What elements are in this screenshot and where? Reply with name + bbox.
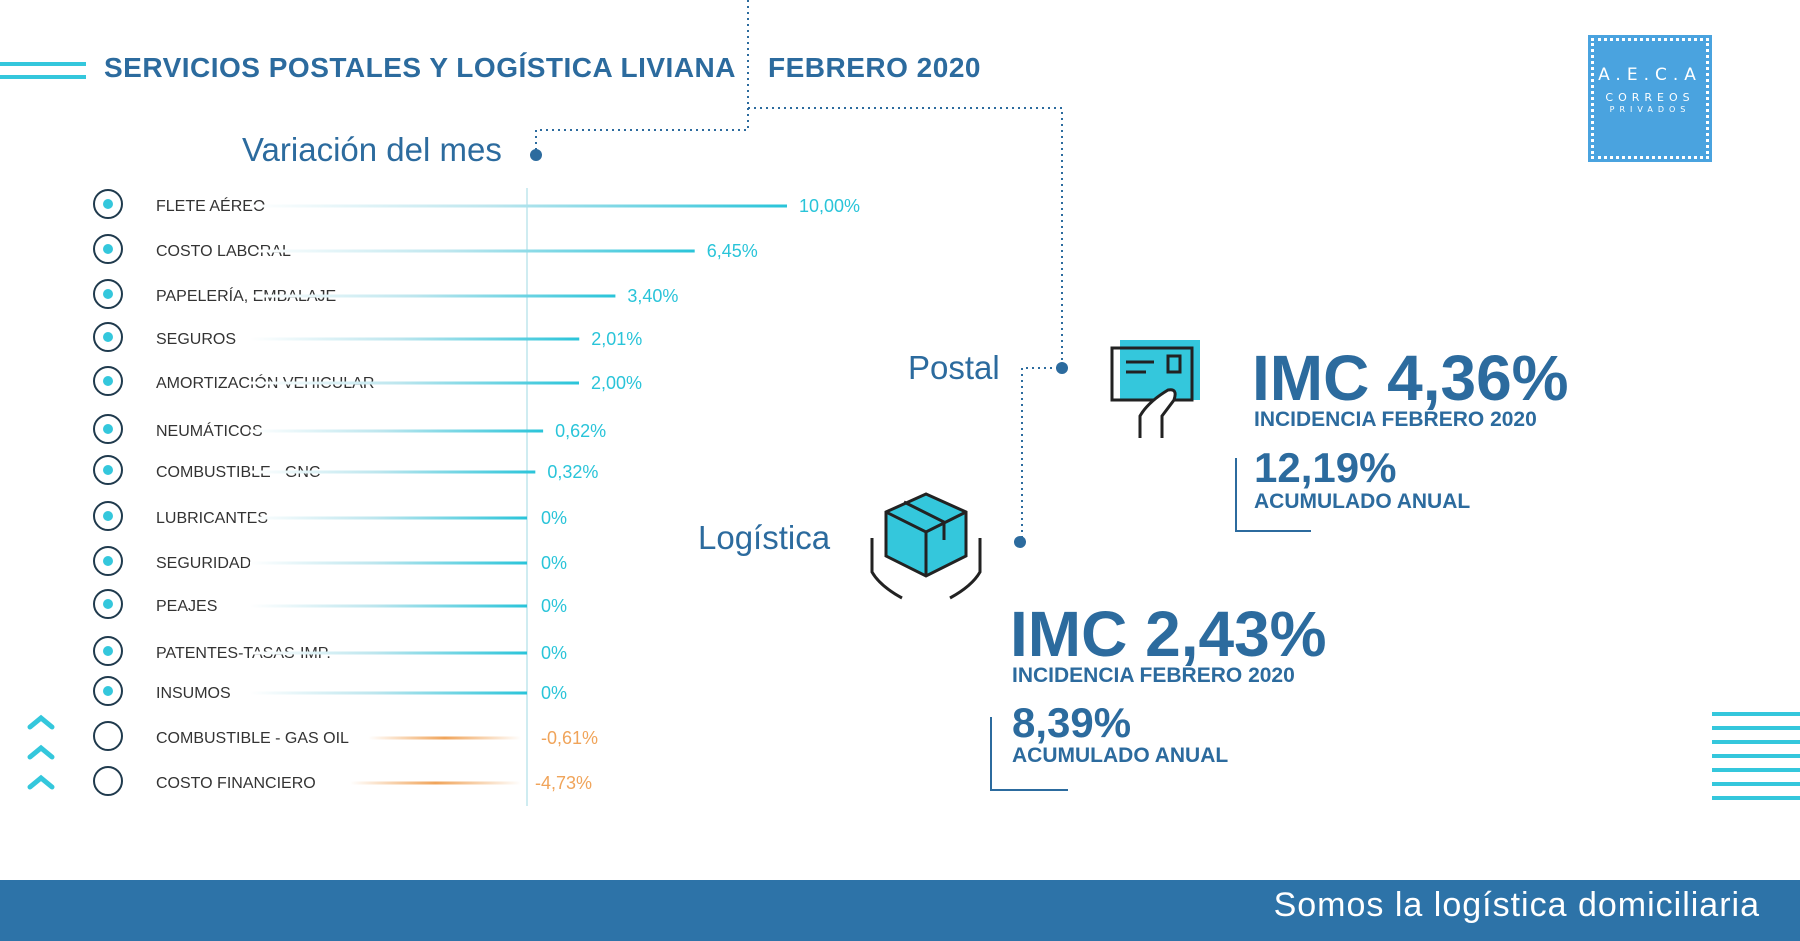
decorative-stripes-right: [1712, 712, 1800, 800]
category-label: SEGURIDAD: [156, 555, 251, 572]
postal-imc-value: IMC 4,36%: [1252, 342, 1569, 414]
tire-icon: [93, 414, 123, 444]
category-label: NEUMÁTICOS: [156, 421, 263, 440]
bar: [250, 604, 527, 608]
footer-bar: [0, 880, 1800, 941]
logistica-incidence-label: INCIDENCIA FEBRERO 2020: [1012, 664, 1295, 687]
category-label: LUBRICANTES: [156, 510, 268, 527]
bar: [250, 516, 527, 520]
category-label: PAPELERÍA, EMBALAJE: [156, 286, 336, 305]
logistica-annual-value: 8,39%: [1012, 699, 1132, 746]
category-label: SEGUROS: [156, 331, 236, 348]
page-period: FEBRERO 2020: [768, 52, 981, 83]
value-label: 2,00%: [591, 373, 642, 393]
bar: [350, 781, 521, 785]
category-label: PATENTES-TASAS-IMP.: [156, 645, 331, 662]
truck-icon: [93, 366, 123, 396]
category-label: PEAJES: [156, 598, 217, 615]
value-label: 3,40%: [627, 286, 678, 306]
security-guard-icon: [93, 546, 123, 576]
oil-can-icon: [93, 501, 123, 531]
category-label: COMBUSTIBLE - GNC: [156, 464, 320, 481]
category-label: COSTO FINANCIERO: [156, 775, 316, 792]
bar: [250, 561, 527, 565]
aeca-logo: A.E.C.A CORREOS PRIVADOS: [1588, 35, 1712, 162]
value-label: 0,62%: [555, 421, 606, 441]
postal-label: Postal: [908, 349, 1000, 386]
logo-line-2: CORREOS: [1605, 91, 1695, 104]
value-label: 0%: [541, 553, 567, 573]
value-label: 6,45%: [707, 241, 758, 261]
value-label: 0%: [541, 683, 567, 703]
clipboard-icon: [93, 676, 123, 706]
value-label: 0,32%: [547, 462, 598, 482]
footer-tagline: Somos la logística domiciliaria: [1273, 886, 1760, 924]
variation-heading: Variación del mes: [242, 131, 502, 168]
bar: [250, 294, 616, 298]
value-label: -0,61%: [541, 728, 598, 748]
bar: [250, 204, 787, 208]
decorative-stripe: [0, 75, 86, 79]
box-hands-icon: [870, 492, 982, 600]
logo-line-1: A.E.C.A: [1598, 65, 1702, 85]
category-label: COMBUSTIBLE - GAS OIL: [156, 730, 349, 747]
money-coins-icon: [93, 234, 123, 264]
pie-chart-icon: [93, 766, 123, 796]
value-label: 0%: [541, 596, 567, 616]
airplane-cloud-icon: [93, 189, 123, 219]
decorative-stripe: [0, 62, 86, 66]
logistica-imc-value: IMC 2,43%: [1010, 598, 1327, 670]
logistica-label: Logística: [698, 519, 831, 556]
bar: [250, 381, 579, 385]
chevrons-decoration: [27, 714, 55, 790]
bar: [250, 651, 527, 655]
envelope-hand-icon: [1110, 340, 1200, 438]
postal-annual-bracket: [1235, 458, 1311, 532]
fuel-pump-icon: [93, 721, 123, 751]
tax-ticket-icon: [93, 636, 123, 666]
value-label: 0%: [541, 643, 567, 663]
page-title: SERVICIOS POSTALES Y LOGÍSTICA LIVIANA: [104, 52, 736, 83]
postal-annual-value: 12,19%: [1254, 444, 1397, 491]
category-label: FLETE AÉREO: [156, 196, 265, 215]
logo-line-3: PRIVADOS: [1609, 105, 1691, 114]
bar: [250, 249, 695, 253]
value-label: -4,73%: [535, 773, 592, 793]
value-label: 0%: [541, 508, 567, 528]
insurance-box-icon: [93, 322, 123, 352]
logistica-annual-label: ACUMULADO ANUAL: [1012, 744, 1229, 767]
bar: [250, 429, 544, 433]
postal-incidence-label: INCIDENCIA FEBRERO 2020: [1254, 408, 1537, 431]
logistica-annual-bracket: [990, 717, 1068, 791]
bar: [250, 470, 536, 474]
postal-annual-label: ACUMULADO ANUAL: [1254, 490, 1471, 513]
gas-cylinder-icon: [93, 455, 123, 485]
value-label: 10,00%: [799, 196, 860, 216]
bar: [368, 736, 521, 740]
package-icon: [93, 279, 123, 309]
category-label: INSUMOS: [156, 685, 231, 702]
category-label: COSTO LABORAL: [156, 243, 291, 260]
bar: [250, 337, 580, 341]
toll-barrier-icon: [93, 589, 123, 619]
bar: [250, 691, 527, 695]
variation-bar-chart: FLETE AÉREO 10,00% COSTO LABORAL 6,45% PAPEL…: [93, 188, 860, 806]
value-label: 2,01%: [591, 329, 642, 349]
